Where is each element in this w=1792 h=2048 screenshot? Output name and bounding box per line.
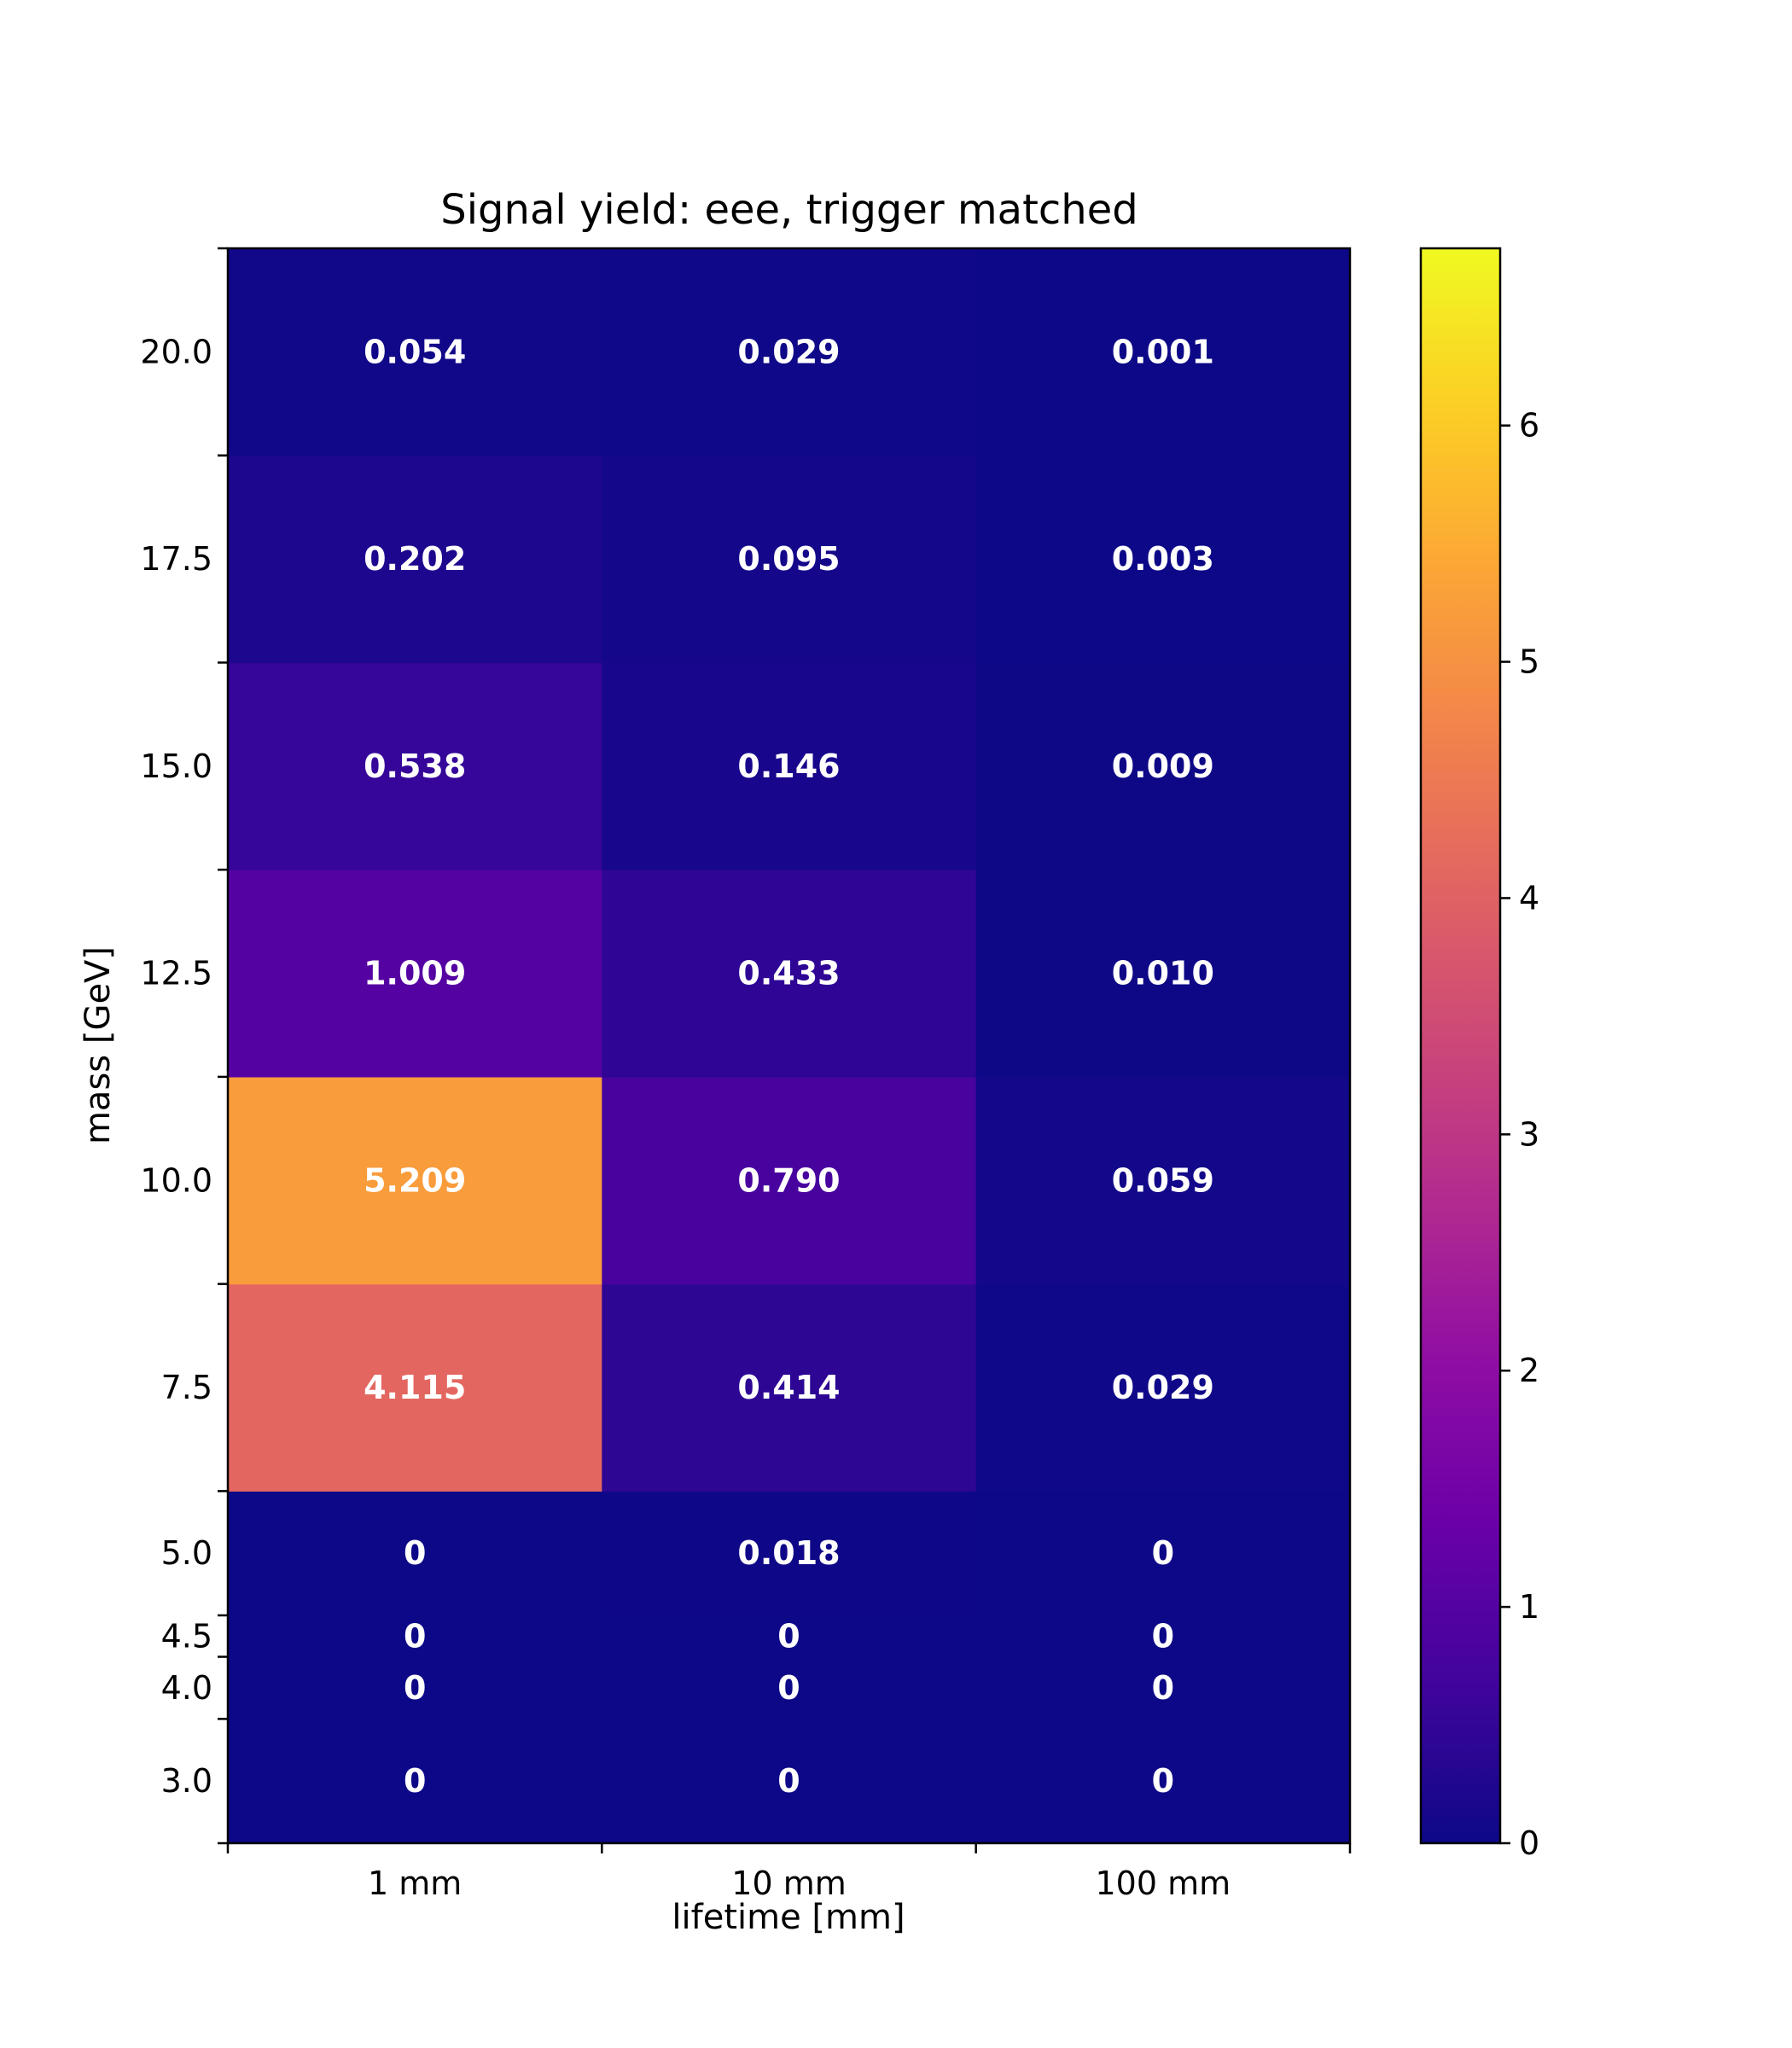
heatmap-cell-label: 0 (777, 1762, 800, 1800)
heatmap-cell-label: 0 (404, 1534, 426, 1572)
colorbar-tick-label: 1 (1519, 1588, 1539, 1626)
colorbar-tick-label: 5 (1519, 643, 1539, 681)
colorbar-tick-label: 6 (1519, 407, 1539, 445)
y-tick-label: 4.5 (161, 1617, 212, 1655)
heatmap-cell (602, 870, 977, 1078)
heatmap-cell-label: 5.209 (364, 1161, 466, 1199)
y-tick-label: 3.0 (161, 1762, 212, 1800)
heatmap-cell-labels: 0 0 0 0 0 0 0 0 0 0 0.018 0 4.115 0.414 0.029 5.209 0.79… (364, 333, 1214, 1800)
x-axis-label: lifetime [mm] (672, 1898, 905, 1937)
heatmap-cell-label: 0.538 (364, 748, 466, 785)
heatmap-cell (602, 1656, 977, 1719)
heatmap-cell (602, 662, 977, 870)
y-axis-label: mass [GeV] (79, 946, 118, 1144)
heatmap-cell-label: 0 (404, 1762, 426, 1800)
y-tick-label: 7.5 (161, 1369, 212, 1406)
heatmap-cell-label: 0.790 (737, 1161, 840, 1199)
heatmap-cell-label: 0.009 (1112, 748, 1214, 785)
y-tick-label: 5.0 (161, 1534, 212, 1572)
heatmap-cell-label: 0.202 (364, 540, 466, 578)
heatmap-cell (602, 1615, 977, 1658)
y-tick-label: 12.5 (140, 955, 212, 992)
heatmap-cell (228, 870, 602, 1078)
heatmap-cell-label: 0.003 (1112, 540, 1214, 578)
heatmap-cell-label: 0 (1152, 1534, 1174, 1572)
heatmap-cells (228, 248, 1351, 1844)
y-axis-ticks: 3.0 4.0 4.5 5.0 7.5 10.0 12.5 15.0 17.5 20.0 (140, 247, 228, 1845)
colorbar-tick-label: 4 (1519, 879, 1539, 916)
heatmap-cell-label: 0.018 (737, 1534, 840, 1572)
colorbar (1419, 247, 1502, 1845)
heatmap-cell (228, 1615, 602, 1658)
heatmap-cell (975, 248, 1351, 457)
heatmap-cell (602, 248, 977, 457)
heatmap-cell-label: 4.115 (364, 1369, 466, 1406)
heatmap-cell (228, 1656, 602, 1719)
heatmap-cell (228, 1076, 602, 1285)
heatmap-cell (602, 1076, 977, 1285)
heatmap-cell-label: 0 (777, 1617, 800, 1655)
heatmap-cell (975, 1491, 1351, 1616)
plot-frame (226, 247, 1352, 1845)
heatmap-cell-label: 0 (1152, 1669, 1174, 1707)
heatmap-cell-label: 1.009 (364, 955, 466, 992)
heatmap-cell (228, 455, 602, 664)
heatmap-cell (602, 1283, 977, 1492)
heatmap-cell (975, 1615, 1351, 1658)
y-tick-label: 17.5 (140, 540, 212, 578)
heatmap-cell-label: 0 (404, 1617, 426, 1655)
heatmap-cell-label: 0 (404, 1669, 426, 1707)
chart-title: Signal yield: eee, trigger matched (440, 186, 1137, 234)
heatmap-cell-label: 0.029 (1112, 1369, 1214, 1406)
heatmap-cell (975, 455, 1351, 664)
x-tick-label: 10 mm (731, 1865, 846, 1902)
heatmap-cell (602, 1491, 977, 1616)
y-tick-label: 15.0 (140, 748, 212, 785)
heatmap-cell (975, 870, 1351, 1078)
heatmap-cell (228, 1491, 602, 1616)
y-tick-label: 4.0 (161, 1669, 212, 1707)
heatmap-cell (228, 1283, 602, 1492)
heatmap-cell (602, 455, 977, 664)
heatmap-cell-label: 0 (1152, 1762, 1174, 1800)
heatmap-cell-label: 0.146 (737, 748, 840, 785)
x-axis-ticks: 1 mm 10 mm 100 mm (226, 1843, 1352, 1902)
heatmap-cell (228, 1719, 602, 1844)
heatmap-cell-label: 0.001 (1112, 333, 1214, 370)
heatmap-cell (228, 662, 602, 870)
colorbar-tick-label: 3 (1519, 1115, 1539, 1153)
heatmap-cell (975, 662, 1351, 870)
heatmap-cell-label: 0.054 (364, 333, 466, 370)
heatmap-cell (975, 1076, 1351, 1285)
x-tick-label: 100 mm (1096, 1865, 1231, 1902)
colorbar-ticks: 0 1 2 3 4 5 6 (1500, 407, 1539, 1862)
y-tick-label: 10.0 (140, 1161, 212, 1199)
heatmap-cell (975, 1656, 1351, 1719)
x-tick-label: 1 mm (368, 1865, 462, 1902)
heatmap-cell-label: 0.095 (737, 540, 840, 578)
heatmap-cell-label: 0 (1152, 1617, 1174, 1655)
heatmap-cell-label: 0.059 (1112, 1161, 1214, 1199)
colorbar-tick-label: 2 (1519, 1352, 1539, 1389)
heatmap-cell-label: 0.414 (737, 1369, 840, 1406)
heatmap-cell-label: 0 (777, 1669, 800, 1707)
heatmap-cell (228, 248, 602, 457)
heatmap-cell-label: 0.010 (1112, 955, 1214, 992)
heatmap-cell (602, 1719, 977, 1844)
y-tick-label: 20.0 (140, 333, 212, 370)
heatmap-cell-label: 0.029 (737, 333, 840, 370)
colorbar-tick-label: 0 (1519, 1824, 1539, 1862)
heatmap-cell (975, 1719, 1351, 1844)
heatmap-cell-label: 0.433 (737, 955, 840, 992)
heatmap-cell (975, 1283, 1351, 1492)
